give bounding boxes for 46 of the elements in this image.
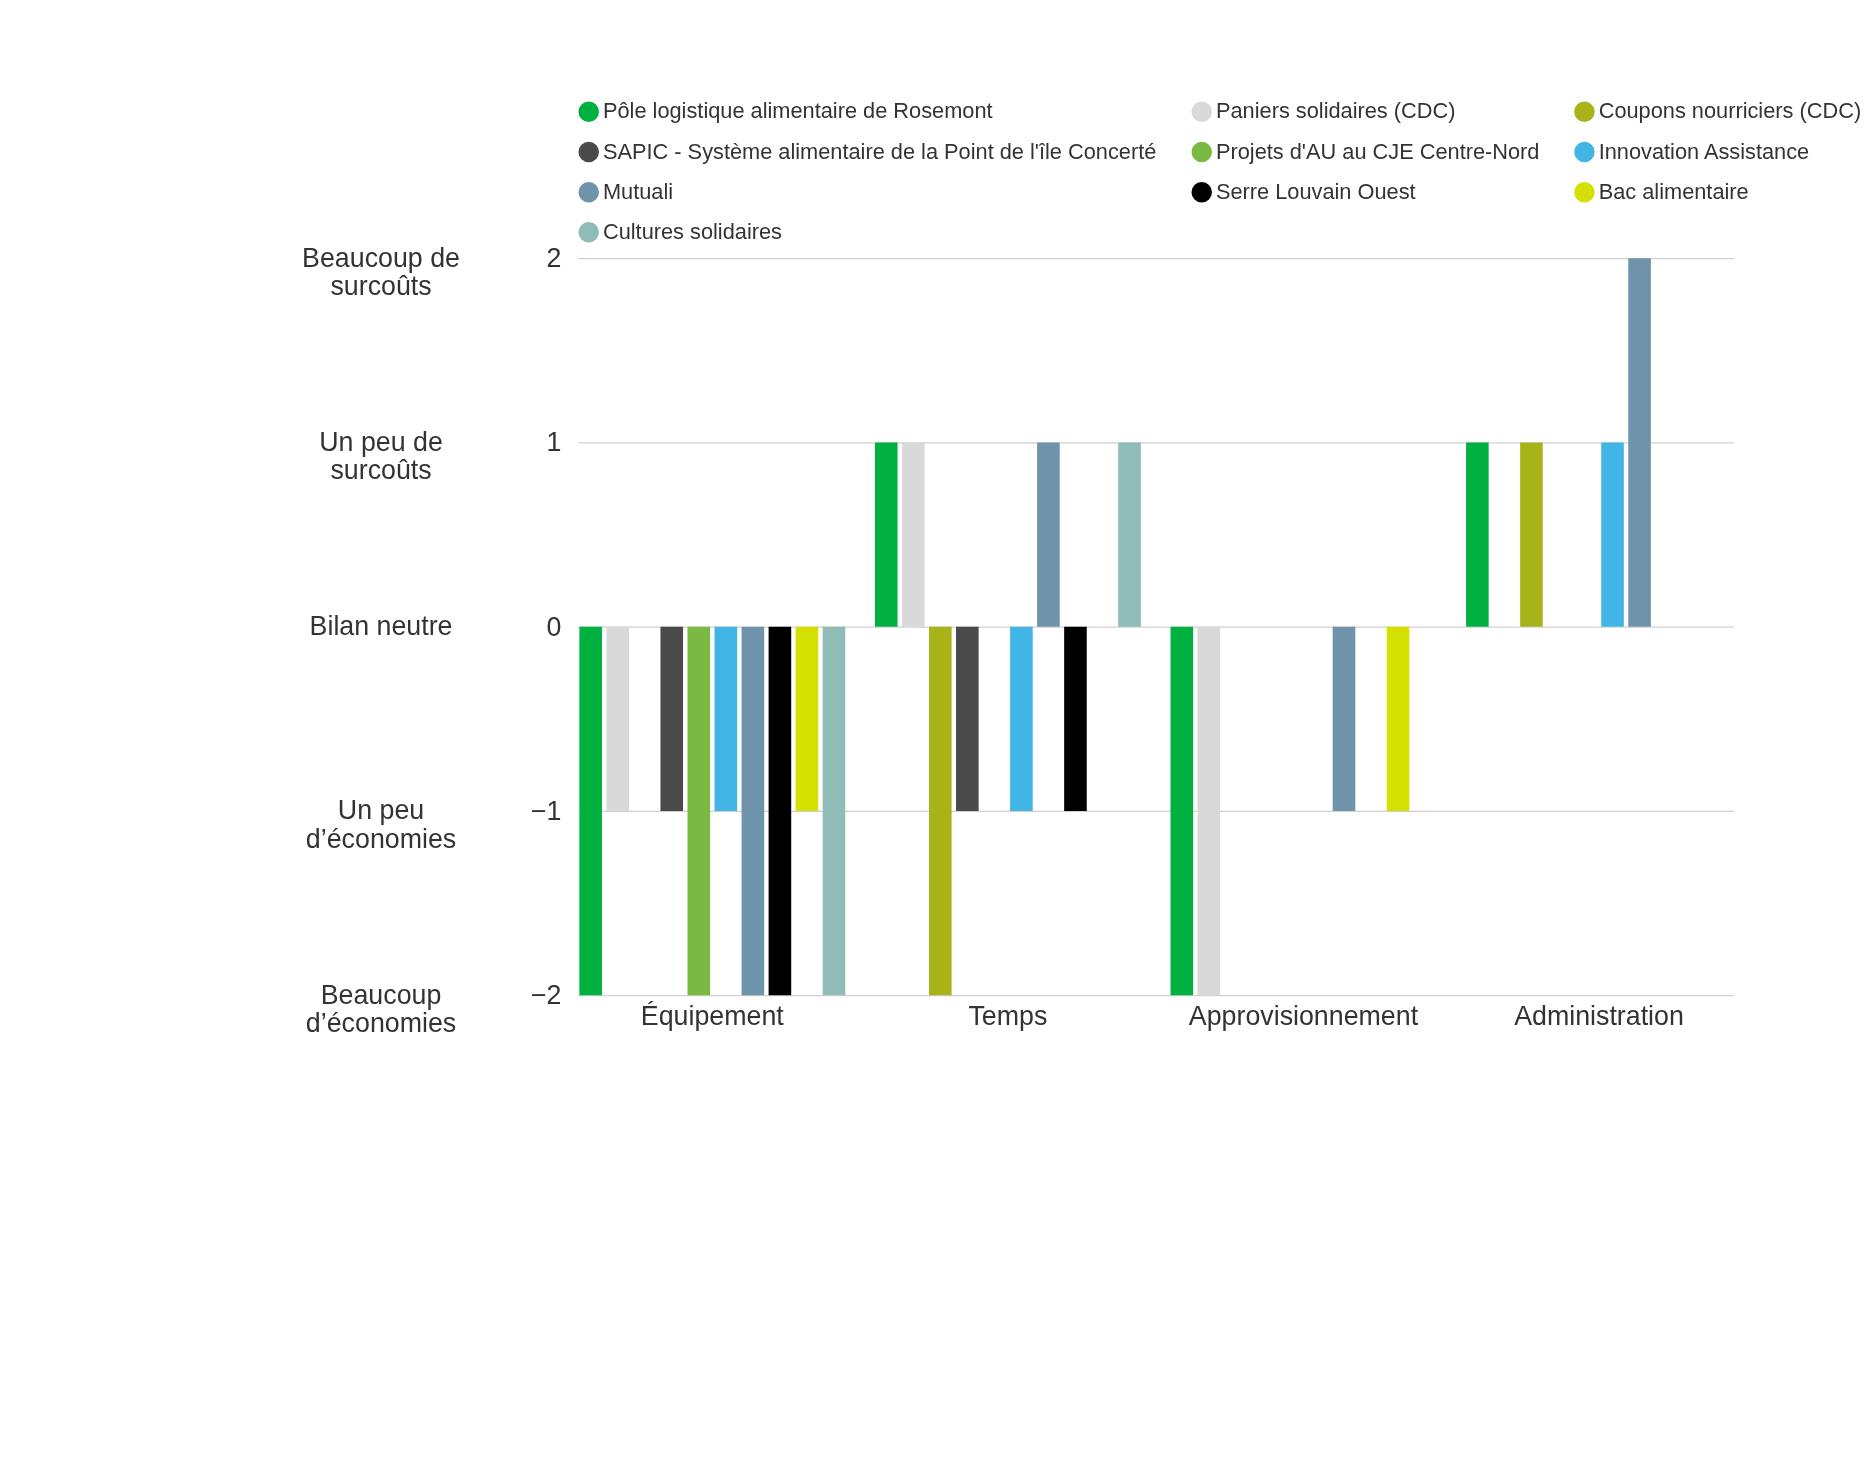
- bar: [1628, 258, 1651, 627]
- y-tick-label: −1: [530, 795, 562, 826]
- legend-label: Serre Louvain Ouest: [1215, 178, 1416, 204]
- bar: [687, 626, 711, 996]
- legend-label: Bac alimentaire: [1598, 178, 1749, 204]
- bar: [1064, 626, 1087, 812]
- text: Bilan neutre: [309, 611, 453, 642]
- text: Un peu de surcoûts: [319, 426, 443, 486]
- legend-label: Mutuali: [602, 178, 674, 204]
- legend-label: Cultures solidaires: [602, 219, 783, 245]
- bar: [660, 626, 684, 812]
- text: Beaucoup de surcoûts: [302, 242, 460, 302]
- y-tick-label: 1: [546, 427, 562, 458]
- bar: [1386, 626, 1410, 812]
- bar: [1118, 442, 1141, 627]
- legend-label: SAPIC - Système alimentaire de la Point de l'île Concerté: [602, 138, 1157, 164]
- legend-label: Paniers solidaires (CDC): [1215, 98, 1456, 124]
- bar: [929, 626, 952, 996]
- y-tick-label: −2: [530, 980, 562, 1011]
- legend-label: Coupons nourriciers (CDC): [1598, 98, 1862, 124]
- text: Un peu d’économies: [305, 795, 457, 854]
- bar: [714, 626, 738, 812]
- bar: [741, 626, 765, 996]
- legend-label: Innovation Assistance: [1598, 138, 1810, 164]
- bar: [768, 626, 792, 996]
- bar: [874, 442, 898, 627]
- x-tick-label: Équipement: [640, 1000, 785, 1031]
- bar: [579, 626, 602, 996]
- legend-label: Pôle logistique alimentaire de Rosemont: [602, 98, 993, 124]
- y-tick-label: 2: [546, 243, 562, 274]
- bar: [1170, 626, 1194, 996]
- x-tick-label: Administration: [1514, 1000, 1684, 1031]
- bar: [795, 626, 819, 812]
- y-tick-label: 0: [546, 611, 562, 642]
- bar: [956, 626, 979, 812]
- text: Beaucoup d’économies: [305, 979, 457, 1039]
- bar: [1466, 442, 1489, 627]
- bar: [1010, 626, 1033, 812]
- bar: [1520, 442, 1543, 627]
- bar: [822, 626, 846, 996]
- x-tick-label: Temps: [968, 1000, 1048, 1031]
- bar: [1037, 442, 1060, 627]
- bar: [1332, 626, 1356, 812]
- legend-label: Projets d'AU au CJE Centre-Nord: [1215, 138, 1540, 164]
- x-tick-label: Approvisionnement: [1188, 1000, 1419, 1031]
- bar: [1601, 442, 1624, 627]
